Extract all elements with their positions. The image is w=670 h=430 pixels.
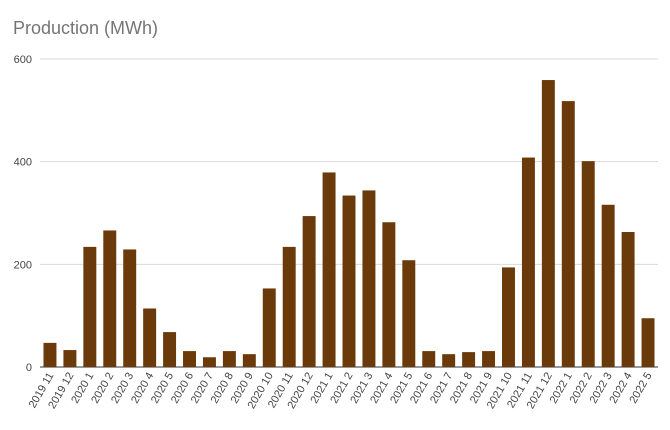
bar xyxy=(103,230,117,367)
bar xyxy=(183,351,196,367)
bar xyxy=(83,246,97,367)
y-tick-label: 600 xyxy=(14,54,32,66)
bar xyxy=(302,216,316,367)
bar xyxy=(402,260,416,367)
bar xyxy=(43,342,57,367)
bar xyxy=(123,249,137,367)
bar xyxy=(163,332,177,367)
bar xyxy=(621,231,635,367)
bar xyxy=(222,351,236,367)
bar xyxy=(242,354,256,367)
y-axis-ticks: 0 200 400 600 xyxy=(14,54,32,374)
bar xyxy=(282,246,296,367)
bar xyxy=(362,190,376,367)
bar xyxy=(521,157,535,367)
bar xyxy=(561,101,575,368)
bar xyxy=(262,288,276,367)
bar xyxy=(541,80,555,368)
y-tick-label: 400 xyxy=(14,157,32,169)
bar xyxy=(581,161,595,367)
bar xyxy=(422,351,436,367)
bar xyxy=(382,222,396,367)
bars xyxy=(43,80,655,368)
bar xyxy=(601,204,615,367)
bar xyxy=(641,318,655,367)
bar xyxy=(202,357,216,367)
bar xyxy=(322,172,336,367)
y-tick-label: 0 xyxy=(26,362,32,374)
bar xyxy=(143,308,157,367)
bar xyxy=(502,267,515,367)
bar xyxy=(342,195,356,367)
y-tick-label: 200 xyxy=(14,259,32,271)
bar xyxy=(482,351,496,367)
bar xyxy=(442,354,456,367)
chart-title: Production (MWh) xyxy=(13,18,159,38)
bar xyxy=(462,352,476,367)
bar xyxy=(63,350,77,367)
